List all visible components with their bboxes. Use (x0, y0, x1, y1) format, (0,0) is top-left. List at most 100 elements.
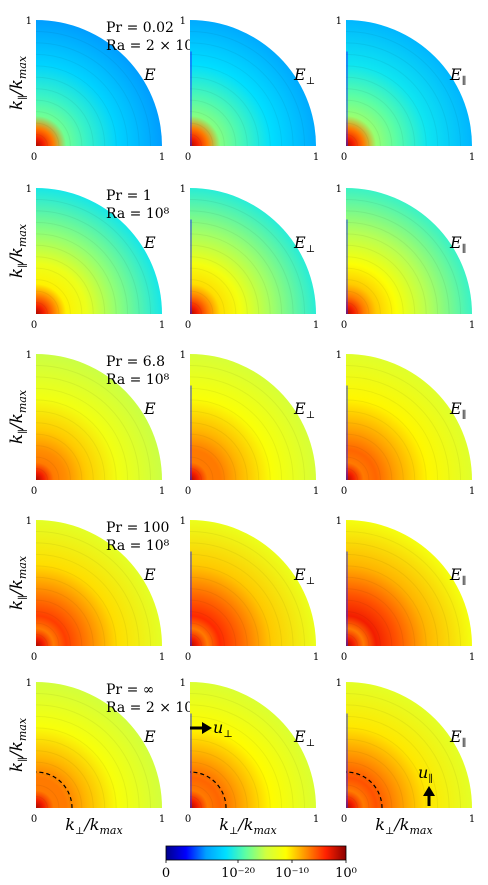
contour-arc (189, 773, 225, 809)
contour-arc (189, 221, 283, 315)
contour-arc (345, 715, 439, 809)
contour-arc (345, 542, 450, 647)
contour-arc (35, 750, 94, 809)
x-tick-0: 0 (31, 652, 37, 663)
contour-arc (345, 761, 393, 809)
x-tick-0: 0 (341, 652, 347, 663)
panel-r1-E_perp: 0 1 1 E⊥ (180, 16, 320, 163)
contour-arc (345, 576, 416, 647)
contour-arc (35, 634, 48, 647)
spectrum-quarter-disk (346, 520, 472, 646)
spectrum-quarter-disk (190, 520, 316, 646)
contour-arc (345, 279, 381, 315)
contour-arc (345, 30, 462, 147)
contour-arc (189, 399, 271, 481)
panels-grid: 0 1 1 E Pr = 0.02 Ra = 2 × 10⁶ 0 1 1 E⊥ 0 1 1 E∥ k∥/km… (7, 16, 475, 837)
contour-arc (189, 445, 225, 481)
pr-label: Pr = 0.02 (106, 20, 174, 36)
contour-arc (345, 302, 358, 315)
u-perp-arrow-head (202, 722, 212, 734)
axis-strip (190, 51, 192, 146)
contour-arc (35, 553, 129, 647)
velocity-arrows: u⊥ u∥ (190, 718, 435, 806)
u-par-label: u∥ (418, 763, 433, 785)
panel-label-E-perp: E⊥ (293, 399, 315, 421)
contour-arc (189, 588, 248, 647)
dashed-reference-arc (189, 771, 227, 809)
x-tick-1: 1 (469, 320, 475, 331)
x-tick-0: 0 (341, 486, 347, 497)
contour-arc (345, 399, 427, 481)
y-tick-1: 1 (180, 350, 186, 361)
x-tick-1: 1 (313, 320, 319, 331)
spectrum-quarter-disk (36, 354, 162, 480)
svg-text:E∥: E∥ (449, 727, 466, 749)
axis-strip (346, 713, 348, 808)
contour-arc (189, 88, 248, 147)
contour-arc (345, 122, 370, 147)
contour-arc (345, 611, 381, 647)
panel-r5-E: 0 1 1 E Pr = ∞ Ra = 2 × 10⁸ (26, 678, 200, 825)
contour-arc (345, 42, 450, 147)
contour-arc (345, 727, 427, 809)
contour-arc (189, 53, 283, 147)
panel-label-E-par: E∥ (449, 65, 466, 87)
svg-text:E⊥: E⊥ (293, 727, 315, 749)
panel-label-E: E (143, 399, 156, 418)
spectrum-quarter-disk (346, 682, 472, 808)
contour-arc (189, 738, 260, 809)
contour-arc (189, 576, 260, 647)
colorbar-tick-label: 0 (162, 866, 170, 881)
contour-arc (189, 111, 225, 147)
contour-arc (345, 599, 393, 647)
dashed-reference-arc (345, 771, 383, 809)
contour-arc (345, 692, 462, 809)
contour-arc (35, 122, 60, 147)
x-tick-1: 1 (469, 152, 475, 163)
y-tick-1: 1 (180, 16, 186, 27)
contour-arc (189, 542, 294, 647)
x-tick-1: 1 (159, 486, 165, 497)
contour-arc (35, 542, 140, 647)
contour-arc (345, 530, 462, 647)
contour-arc (35, 76, 106, 147)
axis-strip (190, 219, 192, 314)
contour-arc (345, 88, 404, 147)
x-tick-0: 0 (31, 814, 37, 825)
y-axis-label: k∥/kmax (7, 389, 29, 444)
contour-arc (345, 433, 393, 481)
pr-label: Pr = 100 (106, 520, 169, 536)
contour-arc (345, 634, 358, 647)
ra-label: Ra = 10⁸ (106, 206, 170, 222)
x-tick-1: 1 (313, 152, 319, 163)
contour-arc (35, 256, 94, 315)
axis-strip (346, 219, 348, 314)
panel-r2-E_par: 0 1 1 E∥ (336, 184, 476, 331)
contour-arc (35, 290, 60, 315)
contour-arc (35, 376, 140, 481)
contour-arc (189, 715, 283, 809)
contour-arc (345, 410, 416, 481)
x-tick-1: 1 (159, 152, 165, 163)
axis-strip (346, 551, 348, 646)
panel-label-E: E (143, 727, 156, 746)
axis-strip (190, 551, 192, 646)
x-tick-0: 0 (341, 814, 347, 825)
panel-r3-E_perp: 0 1 1 E⊥ (180, 350, 320, 497)
contour-arc (189, 750, 248, 809)
axis-strip (190, 385, 192, 480)
contour-arc (35, 761, 83, 809)
contour-arc (189, 565, 271, 647)
ra-label: Ra = 10⁸ (106, 538, 170, 554)
spectrum-quarter-disk (346, 20, 472, 146)
x-tick-1: 1 (313, 486, 319, 497)
contour-arc (345, 738, 416, 809)
colorbar-tick-label: 10⁻¹⁰ (275, 866, 309, 881)
contour-arc (189, 134, 202, 147)
contour-arc (345, 445, 381, 481)
y-axis-label: k∥/kmax (7, 223, 29, 278)
y-tick-1: 1 (26, 16, 32, 27)
contour-arc (189, 42, 294, 147)
x-tick-1: 1 (159, 814, 165, 825)
contour-arc (189, 267, 237, 315)
